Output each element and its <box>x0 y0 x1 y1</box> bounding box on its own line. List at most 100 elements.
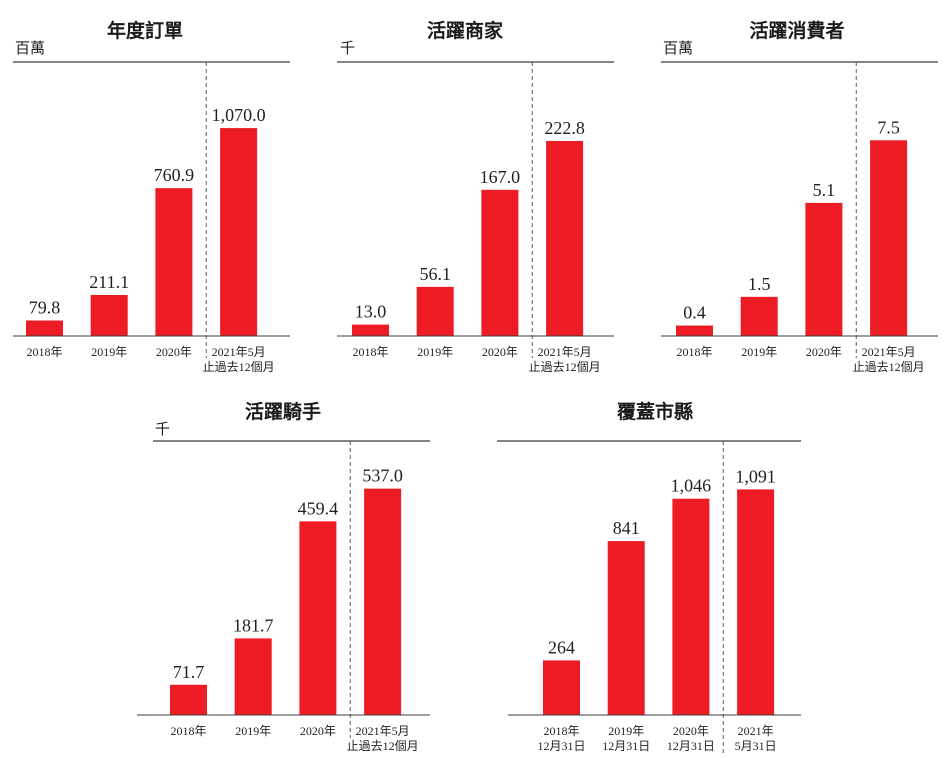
value-label-2018: 79.8 <box>29 297 61 317</box>
unit-label: 百萬 <box>663 40 693 57</box>
category-label-2021: 2021年5月止過去12個月 <box>529 345 601 374</box>
category-label-2020: 2020年 <box>806 345 842 359</box>
category-label-2018: 2018年 <box>26 345 62 359</box>
category-label-line: 2019年 <box>235 724 271 738</box>
value-label-2019: 181.7 <box>233 615 274 635</box>
value-label-2019: 1.5 <box>748 274 771 294</box>
category-label-line: 2021年5月 <box>862 345 916 359</box>
chart-active-riders: 活躍騎手 千 71.7 2018年 181.7 2019年 459.4 2020年 537.… <box>137 400 430 753</box>
bar-2018 <box>543 660 580 715</box>
value-label-2019: 841 <box>613 518 640 538</box>
category-label-line: 2018年 <box>26 345 62 359</box>
category-label-line: 止過去12個月 <box>529 360 601 374</box>
value-label-2018: 71.7 <box>173 662 205 682</box>
category-label-line: 止過去12個月 <box>203 360 275 374</box>
value-label-2021: 537.0 <box>362 466 403 486</box>
chart-title: 覆蓋市縣 <box>616 400 693 423</box>
value-label-2021: 1,091 <box>735 466 776 486</box>
category-label-2018: 2018年 <box>352 345 388 359</box>
bar-2018 <box>170 684 207 715</box>
value-label-2020: 167.0 <box>480 167 521 187</box>
category-label-2020: 2020年 <box>300 724 336 738</box>
bar-marks: 0.4 2018年 1.5 2019年 5.1 2020年 7.5 2021年5月止過去12個… <box>676 62 925 374</box>
category-label-line: 2019年 <box>91 345 127 359</box>
category-label-2019: 2019年 <box>235 724 271 738</box>
category-label-2018: 2018年 12月31日 <box>537 724 585 753</box>
category-label-line: 12月31日 <box>537 739 585 753</box>
bar-2020 <box>805 202 843 336</box>
chart-title: 年度訂單 <box>107 19 183 42</box>
bar-2020 <box>155 188 193 336</box>
category-label-2021: 2021年5月止過去12個月 <box>347 724 419 753</box>
chart-title: 活躍騎手 <box>245 400 321 423</box>
chart-active-consumers: 活躍消費者 百萬 0.4 2018年 1.5 2019年 5.1 2020年 7.5 2021… <box>661 19 938 374</box>
bar-2019 <box>740 296 778 336</box>
bar-2018 <box>26 320 63 336</box>
bar-marks: 13.0 2018年 56.1 2019年 167.0 2020年 222.8 2021年5月… <box>352 62 601 374</box>
value-label-2019: 211.1 <box>89 272 129 292</box>
category-label-2019: 2019年 <box>91 345 127 359</box>
bar-2021 <box>737 489 775 715</box>
value-label-2020: 760.9 <box>154 165 195 185</box>
bar-2019 <box>90 294 128 336</box>
bar-2019 <box>607 541 645 715</box>
chart-active-merchants: 活躍商家 千 13.0 2018年 56.1 2019年 167.0 2020年 222.8… <box>337 19 614 374</box>
category-label-line: 2021年5月 <box>356 724 410 738</box>
bar-2019 <box>416 286 454 336</box>
category-label-line: 止過去12個月 <box>853 360 925 374</box>
bar-2021 <box>220 128 258 336</box>
category-label-line: 12月31日 <box>602 739 650 753</box>
category-label-line: 2019年 <box>741 345 777 359</box>
category-label-2020: 2020年 <box>156 345 192 359</box>
bar-2020 <box>481 189 519 336</box>
value-label-2020: 5.1 <box>813 180 836 200</box>
value-label-2018: 264 <box>548 637 575 657</box>
value-label-2021: 222.8 <box>544 118 585 138</box>
bar-2019 <box>234 638 272 715</box>
category-label-line: 2019年 <box>417 345 453 359</box>
category-label-2021: 2021年5月止過去12個月 <box>203 345 275 374</box>
category-label-line: 2020年 <box>156 345 192 359</box>
bar-2021 <box>870 140 908 336</box>
category-label-2020: 2020年 12月31日 <box>667 724 715 753</box>
bar-marks: 71.7 2018年 181.7 2019年 459.4 2020年 537.0 2021年5… <box>170 441 419 753</box>
category-label-line: 2018年 <box>543 724 579 738</box>
category-label-2021: 2021年 5月31日 <box>735 724 777 753</box>
chart-annual-orders: 年度訂單 百萬 79.8 2018年 211.1 2019年 760.9 2020年 1,0… <box>13 19 290 374</box>
category-label-line: 2019年 <box>608 724 644 738</box>
category-label-line: 止過去12個月 <box>347 739 419 753</box>
value-label-2018: 13.0 <box>355 302 387 322</box>
bar-2018 <box>676 325 713 336</box>
unit-label: 千 <box>340 40 355 57</box>
value-label-2021: 1,070.0 <box>212 105 266 125</box>
category-label-2019: 2019年 <box>741 345 777 359</box>
value-label-2020: 459.4 <box>298 498 339 518</box>
category-label-2021: 2021年5月止過去12個月 <box>853 345 925 374</box>
category-label-line: 2021年5月 <box>538 345 592 359</box>
bar-2021 <box>364 488 402 715</box>
category-label-line: 2021年 <box>738 724 774 738</box>
unit-label: 千 <box>155 421 170 438</box>
category-label-2019: 2019年 12月31日 <box>602 724 650 753</box>
value-label-2018: 0.4 <box>683 303 706 323</box>
value-label-2021: 7.5 <box>877 117 900 137</box>
unit-label: 百萬 <box>15 40 45 57</box>
category-label-line: 2020年 <box>482 345 518 359</box>
category-label-line: 2020年 <box>300 724 336 738</box>
category-label-line: 2020年 <box>806 345 842 359</box>
category-label-line: 12月31日 <box>667 739 715 753</box>
bar-2021 <box>546 140 584 336</box>
category-label-line: 2018年 <box>676 345 712 359</box>
category-label-2019: 2019年 <box>417 345 453 359</box>
value-label-2020: 1,046 <box>671 476 712 496</box>
category-label-2020: 2020年 <box>482 345 518 359</box>
category-label-line: 2018年 <box>352 345 388 359</box>
value-label-2019: 56.1 <box>419 264 451 284</box>
category-label-line: 5月31日 <box>735 739 777 753</box>
bar-marks: 79.8 2018年 211.1 2019年 760.9 2020年 1,070.0 2021… <box>26 62 275 374</box>
chart-title: 活躍消費者 <box>749 19 844 42</box>
category-label-2018: 2018年 <box>676 345 712 359</box>
